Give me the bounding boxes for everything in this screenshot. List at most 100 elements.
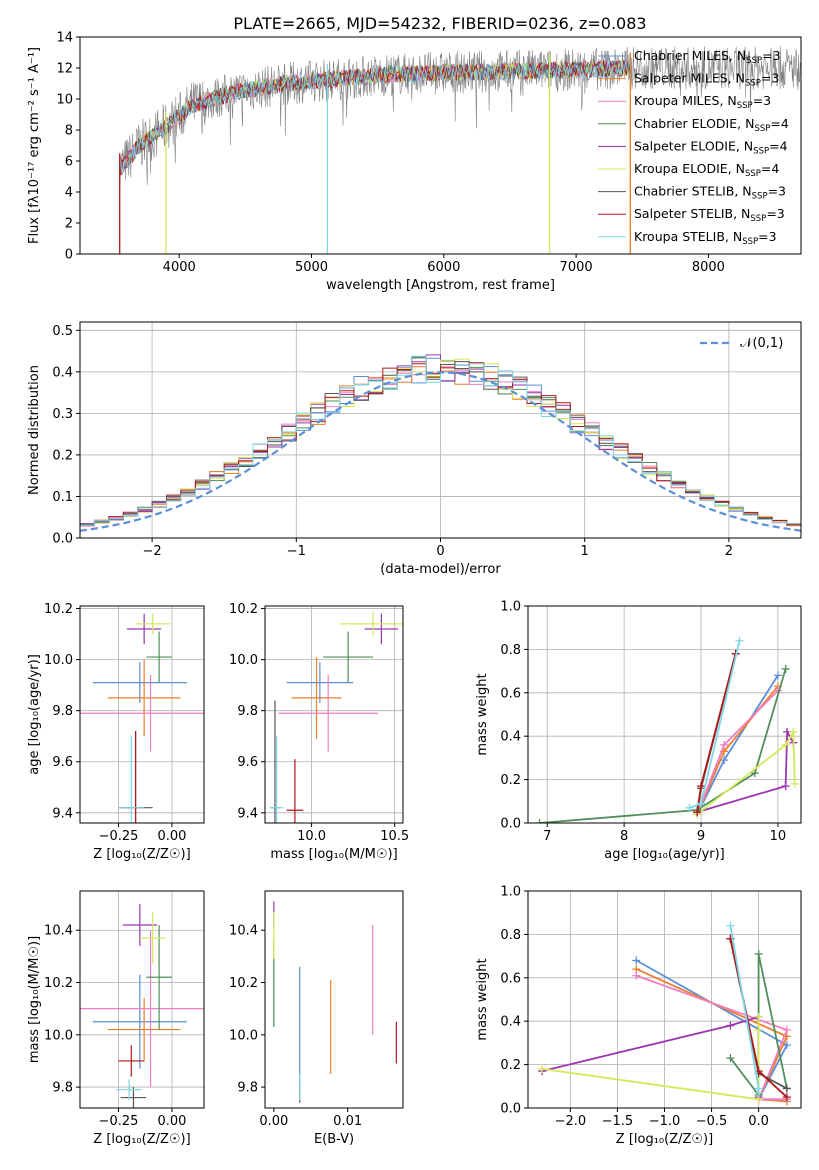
Z-mass-frame	[79, 890, 205, 1109]
residuals-plot-area	[80, 354, 801, 532]
Z-mass-ylabel: mass [log₁₀(M/M☉)]	[27, 936, 42, 1063]
legend-subscript: SSP	[746, 56, 762, 66]
spectrum-xtick-label: 4000	[163, 260, 196, 275]
weight-line	[635, 974, 789, 1101]
Z-weight-xtick-label: −1.0	[649, 1114, 681, 1129]
Z-weight-plot-area	[538, 921, 791, 1106]
spectrum-xtick-label: 8000	[692, 260, 725, 275]
spectrum-ytick-label: 4	[65, 186, 73, 201]
age-weight-xtick-label: 8	[620, 829, 628, 844]
Z-mass-axes: −0.25 0.00 9.8 10.0 10.2 10.4 Z [log₁₀(Z/Z☉)] m…	[27, 890, 205, 1147]
mass-age-ytick-label: 9.8	[237, 704, 258, 719]
residuals-ytick-label: 0.0	[52, 532, 73, 547]
mass-age-xtick-label: 10.0	[297, 829, 326, 844]
Z-mass-xlabel: Z [log₁₀(Z/Z☉)]	[93, 1132, 190, 1147]
spectrum-ytick-label: 0	[65, 248, 73, 263]
Z-weight-axes: −2.0 −1.5 −1.0 −0.5 0.0 0.0 0.2 0.4 0.6 0.8 1.0 Z […	[475, 885, 802, 1147]
residuals-ytick-label: 0.5	[52, 324, 73, 339]
weight-line	[696, 674, 779, 815]
Z-mass-xtick-label: −0.25	[99, 1114, 139, 1129]
weight-line	[729, 925, 760, 1093]
spectrum-ytick-label: 12	[56, 62, 73, 77]
Z-weight-ytick-label: 0.8	[500, 928, 521, 943]
Z-weight-xlabel: Z [log₁₀(Z/Z☉)]	[616, 1132, 713, 1147]
spectrum-ytick-label: 6	[65, 155, 73, 170]
legend-entry: Chabrier STELIB, NSSP=3	[634, 184, 786, 202]
weight-line	[696, 728, 796, 816]
Z-weight-ylabel: mass weight	[475, 958, 490, 1040]
legend-entry: Kroupa ELODIE, NSSP=4	[634, 161, 779, 179]
spectrum-xtick-label: 5000	[295, 260, 328, 275]
residuals-ylabel: Normed distribution	[27, 365, 42, 495]
ebv-mass-xtick-label: 0.00	[259, 1114, 288, 1129]
legend-entry: 𝒩(0,1)	[740, 336, 783, 351]
weight-line	[539, 668, 787, 823]
Z-weight-ytick-label: 0.0	[500, 1102, 521, 1117]
ebv-mass-frame	[264, 890, 404, 1109]
legend-subscript: SSP	[754, 124, 770, 134]
Z-mass-ytick-label: 9.8	[52, 1081, 73, 1096]
legend-suffix: =4	[770, 116, 788, 131]
Z-mass-ytick-label: 10.4	[44, 924, 73, 939]
age-weight-ytick-label: 0.0	[500, 817, 521, 832]
Z-mass-ytick-label: 10.0	[44, 1028, 73, 1043]
legend-suffix: =3	[766, 206, 784, 221]
legend-suffix: =3	[768, 184, 786, 199]
residuals-xtick-label: 0	[436, 544, 444, 559]
Z-age-frame	[79, 605, 205, 824]
mass-age-frame	[264, 605, 404, 824]
legend-entry: Kroupa STELIB, NSSP=3	[634, 229, 777, 247]
age-weight-frame	[527, 605, 802, 824]
residual-histogram	[80, 355, 801, 526]
legend-suffix: =4	[769, 138, 787, 153]
model-spectrum-line	[119, 60, 632, 177]
age-weight-xtick-label: 7	[543, 829, 551, 844]
spectrum-plot-area	[119, 46, 801, 254]
residuals-xtick-label: −1	[287, 544, 306, 559]
mass-age-xtick-label: 10.5	[380, 829, 409, 844]
Z-age-ytick-label: 10.2	[44, 602, 73, 617]
Z-age-ytick-label: 9.6	[52, 755, 73, 770]
Z-age-ytick-label: 9.8	[52, 704, 73, 719]
weight-line	[541, 1015, 760, 1098]
residuals-ytick-label: 0.4	[52, 365, 73, 380]
spectrum-ytick-label: 14	[56, 31, 73, 46]
age-weight-ytick-label: 0.6	[500, 686, 521, 701]
legend-entry: Chabrier MILES, NSSP=3	[634, 48, 781, 66]
ebv-mass-axes: 0.00 0.01 9.8 10.0 10.2 10.4 E(B-V)	[229, 890, 404, 1147]
legend-entry: Salpeter MILES, NSSP=3	[634, 71, 779, 89]
figure-title: PLATE=2665, MJD=54232, FIBERID=0236, z=0…	[233, 14, 646, 33]
residuals-ytick-label: 0.3	[52, 407, 73, 422]
Z-weight-xtick-label: −2.0	[555, 1114, 587, 1129]
mass-age-axes: 10.0 10.5 9.4 9.6 9.8 10.0 10.2 mass [log₁₀(M/M…	[229, 602, 409, 862]
residuals-ytick-label: 0.1	[52, 490, 73, 505]
spectrum-ytick-label: 8	[65, 124, 73, 139]
model-spectrum-line	[119, 60, 632, 176]
spectrum-axes: 4000 5000 6000 7000 8000 0 2 4 6 8 10 12 14 wavelengt…	[27, 31, 802, 293]
ebv-mass-ytick-label: 10.0	[229, 1028, 258, 1043]
Z-mass-plot-area	[80, 904, 204, 1108]
age-weight-plot-area	[535, 636, 799, 823]
Z-weight-ytick-label: 1.0	[500, 885, 521, 900]
Z-age-ylabel: age [log₁₀(age/yr)]	[27, 654, 42, 775]
residuals-ytick-label: 0.2	[52, 448, 73, 463]
legend-subscript: SSP	[742, 237, 758, 247]
legend-subscript: SSP	[750, 214, 766, 224]
legend-suffix: =4	[761, 161, 779, 176]
Z-weight-ytick-label: 0.2	[500, 1058, 521, 1073]
Z-age-ytick-label: 10.0	[44, 653, 73, 668]
ebv-mass-ytick-label: 9.8	[237, 1081, 258, 1096]
weight-line	[541, 1016, 760, 1101]
legend-suffix: =3	[762, 48, 780, 63]
age-weight-axes: 7 8 9 10 0.0 0.2 0.4 0.6 0.8 1.0 age [log₁₀(age/yr…	[475, 600, 802, 862]
residual-histogram	[80, 362, 801, 527]
age-weight-xtick-label: 10	[770, 829, 787, 844]
spectrum-xtick-label: 6000	[427, 260, 460, 275]
legend-entry: Salpeter STELIB, NSSP=3	[634, 206, 785, 224]
legend-suffix: =3	[758, 229, 776, 244]
spectrum-frame	[79, 36, 802, 255]
age-weight-ytick-label: 1.0	[500, 600, 521, 615]
age-weight-ylabel: mass weight	[475, 673, 490, 755]
Z-weight-xtick-label: 0.0	[748, 1114, 769, 1129]
